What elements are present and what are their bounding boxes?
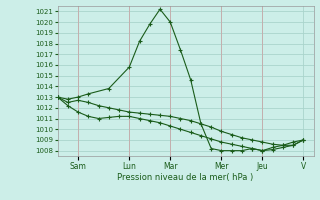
- X-axis label: Pression niveau de la mer( hPa ): Pression niveau de la mer( hPa ): [117, 173, 254, 182]
